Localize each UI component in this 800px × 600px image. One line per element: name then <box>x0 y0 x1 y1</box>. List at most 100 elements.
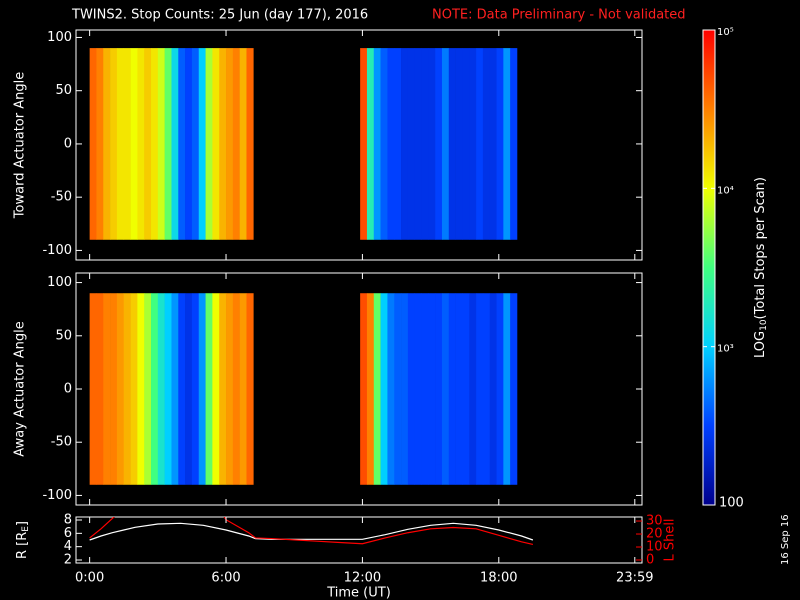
heat-cell <box>448 293 456 485</box>
y-tick-label: 4 <box>64 539 72 554</box>
heat-cell <box>130 48 138 240</box>
heat-cell <box>414 293 422 485</box>
heat-cell <box>373 48 381 240</box>
y2-tick-label: 20 <box>646 527 663 542</box>
colorbar-tick-label: 100 <box>719 496 744 511</box>
heat-cell <box>435 293 443 485</box>
y-tick-label: 50 <box>55 83 72 98</box>
y-tick-label: 0 <box>64 382 72 397</box>
x-axis-label: Time (UT) <box>326 586 391 600</box>
heat-cell <box>366 293 375 485</box>
heat-cell <box>157 293 165 485</box>
heat-cell <box>226 48 234 240</box>
y-axis-label: Away Actuator Angle <box>13 321 28 456</box>
heat-cell <box>421 48 429 240</box>
heat-cell <box>366 48 375 240</box>
plot-frame <box>75 516 643 564</box>
heat-cell <box>116 48 125 240</box>
colorbar-tick-label: 10⁵ <box>717 27 734 38</box>
heat-cell <box>380 48 388 240</box>
heat-cell <box>401 48 409 240</box>
heat-cell <box>482 293 491 485</box>
y2-tick-label: 30 <box>646 514 663 529</box>
heat-cell <box>164 48 172 240</box>
heat-cell <box>435 48 443 240</box>
colorbar-tick-label: 10³ <box>717 344 734 355</box>
chart-title: TWINS2. Stop Counts: 25 Jun (day 177), 2… <box>71 8 368 23</box>
heat-cell <box>414 48 422 240</box>
y-axis-label: Toward Actuator Angle <box>13 72 28 219</box>
heat-cell <box>239 48 247 240</box>
heat-cell <box>171 293 179 485</box>
heat-cell <box>157 48 165 240</box>
heat-cell <box>198 48 206 240</box>
heat-cell <box>428 48 436 240</box>
heat-cell <box>360 293 368 485</box>
y-tick-label: 6 <box>64 526 72 541</box>
heat-cell <box>144 293 152 485</box>
y-tick-label: -100 <box>42 488 72 503</box>
y-tick-label: -50 <box>51 435 72 450</box>
x-tick-label: 6:00 <box>211 571 240 586</box>
heat-cell <box>198 293 206 485</box>
heat-cell <box>394 48 402 240</box>
colorbar-tick-label: 10⁴ <box>717 185 734 196</box>
heat-cell <box>503 48 511 240</box>
heat-cell <box>387 293 395 485</box>
heat-cell <box>373 293 381 485</box>
heat-cell <box>178 48 186 240</box>
note: NOTE: Data Preliminary - Not validated <box>432 8 686 23</box>
heat-cell <box>421 293 429 485</box>
heat-cell <box>144 48 152 240</box>
heat-cell <box>441 293 450 485</box>
heat-cell <box>401 293 409 485</box>
heat-cell <box>510 48 518 240</box>
heat-cell <box>96 48 104 240</box>
heat-cell <box>151 293 159 485</box>
heat-cell <box>387 48 395 240</box>
heat-cell <box>496 293 504 485</box>
heat-cell <box>137 293 145 485</box>
heat-cell <box>441 48 450 240</box>
heat-cell <box>96 293 104 485</box>
date-stamp: 16 Sep 16 <box>780 514 791 565</box>
label-part: (Total Stops per Scan) <box>753 177 768 319</box>
y2-axis-label: L Shell <box>663 518 678 561</box>
line-group <box>89 517 534 546</box>
y-tick-label: 0 <box>64 136 72 151</box>
heat-cell <box>246 48 254 240</box>
heat-cell <box>185 48 193 240</box>
heat-cell <box>380 293 388 485</box>
y-tick-label: 100 <box>47 30 72 45</box>
heat-cell <box>89 293 97 485</box>
heat-cell <box>110 293 118 485</box>
heat-cell <box>164 293 172 485</box>
heat-cell <box>191 48 200 240</box>
x-tick-label: 18:00 <box>480 571 517 586</box>
heat-cell <box>232 48 240 240</box>
colorbar-label: LOG10(Total Stops per Scan) <box>753 177 769 358</box>
y-tick-label: 8 <box>64 513 72 528</box>
heat-cell <box>476 48 484 240</box>
label-sub: E <box>21 526 31 532</box>
heat-cell <box>489 293 497 485</box>
heat-cell <box>219 48 227 240</box>
heat-cell <box>407 48 415 240</box>
heat-cell <box>407 293 415 485</box>
heat-cell <box>130 293 138 485</box>
heat-cell <box>185 293 193 485</box>
heat-cell <box>246 293 254 485</box>
heat-cell <box>232 293 240 485</box>
heat-cell <box>171 48 179 240</box>
x-tick-label: 12:00 <box>344 571 381 586</box>
heat-cell <box>212 293 220 485</box>
heat-cell <box>455 293 463 485</box>
heat-cell <box>448 48 456 240</box>
heat-cell <box>455 48 463 240</box>
heat-cell <box>510 293 518 485</box>
label-part: ] <box>15 521 30 526</box>
heat-cell <box>151 48 159 240</box>
